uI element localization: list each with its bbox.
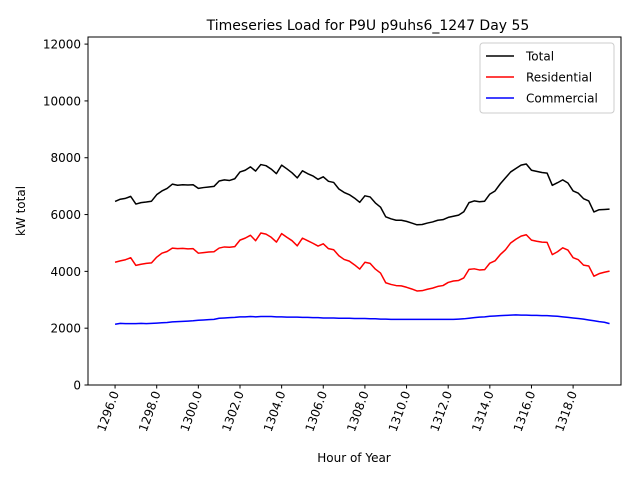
legend-label-commercial: Commercial	[526, 92, 598, 106]
x-axis-label: Hour of Year	[317, 451, 391, 465]
legend-frame	[479, 42, 615, 114]
chart-title: Timeseries Load for P9U p9uhs6_1247 Day …	[206, 18, 530, 34]
y-tick-label: 0	[73, 379, 81, 393]
y-axis: 0 2000 4000 6000 8000 10000 12000	[43, 38, 88, 393]
y-tick-label: 2000	[50, 322, 81, 336]
y-tick-label: 4000	[50, 265, 81, 279]
series-line-residential	[114, 232, 610, 292]
y-axis-label: kW total	[14, 186, 28, 236]
y-tick-label: 8000	[50, 151, 81, 165]
plot-frame	[87, 36, 622, 386]
legend-label-residential: Residential	[526, 71, 592, 85]
y-tick-label: 10000	[43, 94, 81, 108]
legend-label-total: Total	[525, 50, 554, 64]
y-tick-label: 6000	[50, 208, 81, 222]
y-tick-label: 12000	[43, 38, 81, 52]
series-line-total	[114, 163, 610, 226]
series-line-commercial	[114, 314, 610, 325]
series-layer	[114, 163, 610, 325]
legend: Total Residential Commercial	[479, 42, 615, 114]
